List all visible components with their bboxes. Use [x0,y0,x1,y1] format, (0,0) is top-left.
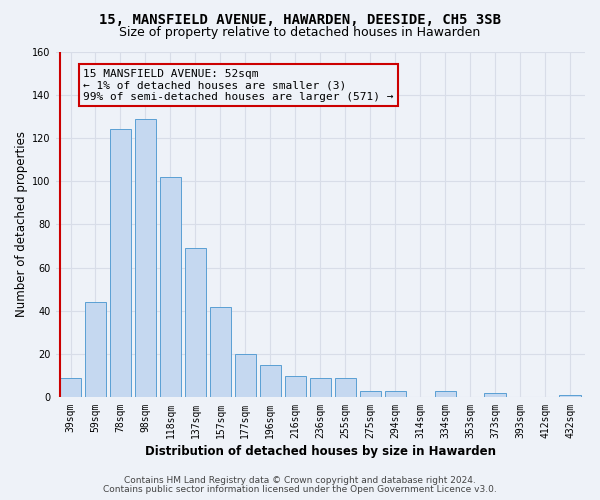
Bar [434,391,456,398]
Bar [110,130,131,398]
Bar [185,248,206,398]
Text: Size of property relative to detached houses in Hawarden: Size of property relative to detached ho… [119,26,481,39]
Bar [260,365,281,398]
Bar [284,376,306,398]
Text: Contains public sector information licensed under the Open Government Licence v3: Contains public sector information licen… [103,485,497,494]
Text: 15, MANSFIELD AVENUE, HAWARDEN, DEESIDE, CH5 3SB: 15, MANSFIELD AVENUE, HAWARDEN, DEESIDE,… [99,12,501,26]
Bar [235,354,256,398]
Bar [85,302,106,398]
Y-axis label: Number of detached properties: Number of detached properties [15,132,28,318]
Bar [160,177,181,398]
Bar [559,396,581,398]
Bar [484,393,506,398]
Text: 15 MANSFIELD AVENUE: 52sqm
← 1% of detached houses are smaller (3)
99% of semi-d: 15 MANSFIELD AVENUE: 52sqm ← 1% of detac… [83,69,394,102]
Bar [335,378,356,398]
Text: Contains HM Land Registry data © Crown copyright and database right 2024.: Contains HM Land Registry data © Crown c… [124,476,476,485]
Bar [310,378,331,398]
Bar [135,118,156,398]
Bar [60,378,81,398]
Bar [385,391,406,398]
Bar [359,391,381,398]
Bar [210,306,231,398]
X-axis label: Distribution of detached houses by size in Hawarden: Distribution of detached houses by size … [145,444,496,458]
